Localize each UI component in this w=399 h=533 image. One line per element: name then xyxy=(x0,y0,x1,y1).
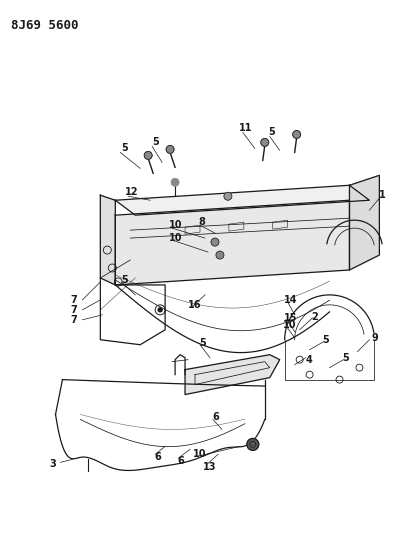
Text: 5: 5 xyxy=(269,127,275,138)
Text: 5: 5 xyxy=(152,138,158,148)
Circle shape xyxy=(144,151,152,159)
Text: 10: 10 xyxy=(169,233,183,243)
Text: 2: 2 xyxy=(311,312,318,322)
Text: 13: 13 xyxy=(203,462,217,472)
Text: 6: 6 xyxy=(155,453,162,462)
Text: 5: 5 xyxy=(342,353,349,362)
Text: 3: 3 xyxy=(49,459,56,470)
Text: 6: 6 xyxy=(213,413,219,423)
Text: 5: 5 xyxy=(121,275,128,285)
Polygon shape xyxy=(100,195,115,285)
Text: 11: 11 xyxy=(239,124,253,133)
Text: 5: 5 xyxy=(322,335,329,345)
Polygon shape xyxy=(350,175,379,270)
Text: 4: 4 xyxy=(305,354,312,365)
Polygon shape xyxy=(115,200,350,285)
Text: 5: 5 xyxy=(200,338,206,348)
Circle shape xyxy=(293,131,301,139)
Text: 7: 7 xyxy=(70,315,77,325)
Text: 9: 9 xyxy=(371,333,378,343)
Text: 8J69 5600: 8J69 5600 xyxy=(11,19,78,32)
Circle shape xyxy=(247,439,259,450)
Text: 10: 10 xyxy=(193,449,207,459)
Circle shape xyxy=(211,238,219,246)
Circle shape xyxy=(158,308,162,312)
Text: 1: 1 xyxy=(379,190,386,200)
Text: 7: 7 xyxy=(70,295,77,305)
Text: 10: 10 xyxy=(169,220,183,230)
Text: 15: 15 xyxy=(284,313,297,323)
Text: 7: 7 xyxy=(70,305,77,315)
Text: 10: 10 xyxy=(283,320,296,330)
Circle shape xyxy=(166,146,174,154)
Circle shape xyxy=(261,139,269,147)
Text: 14: 14 xyxy=(284,295,297,305)
Text: 5: 5 xyxy=(121,143,128,154)
Text: 8: 8 xyxy=(199,217,205,227)
Circle shape xyxy=(171,179,179,186)
Text: 6: 6 xyxy=(178,456,184,466)
Text: 16: 16 xyxy=(188,300,202,310)
Polygon shape xyxy=(115,185,369,215)
Polygon shape xyxy=(185,354,280,394)
Circle shape xyxy=(216,251,224,259)
Circle shape xyxy=(224,192,232,200)
Text: 12: 12 xyxy=(124,187,138,197)
